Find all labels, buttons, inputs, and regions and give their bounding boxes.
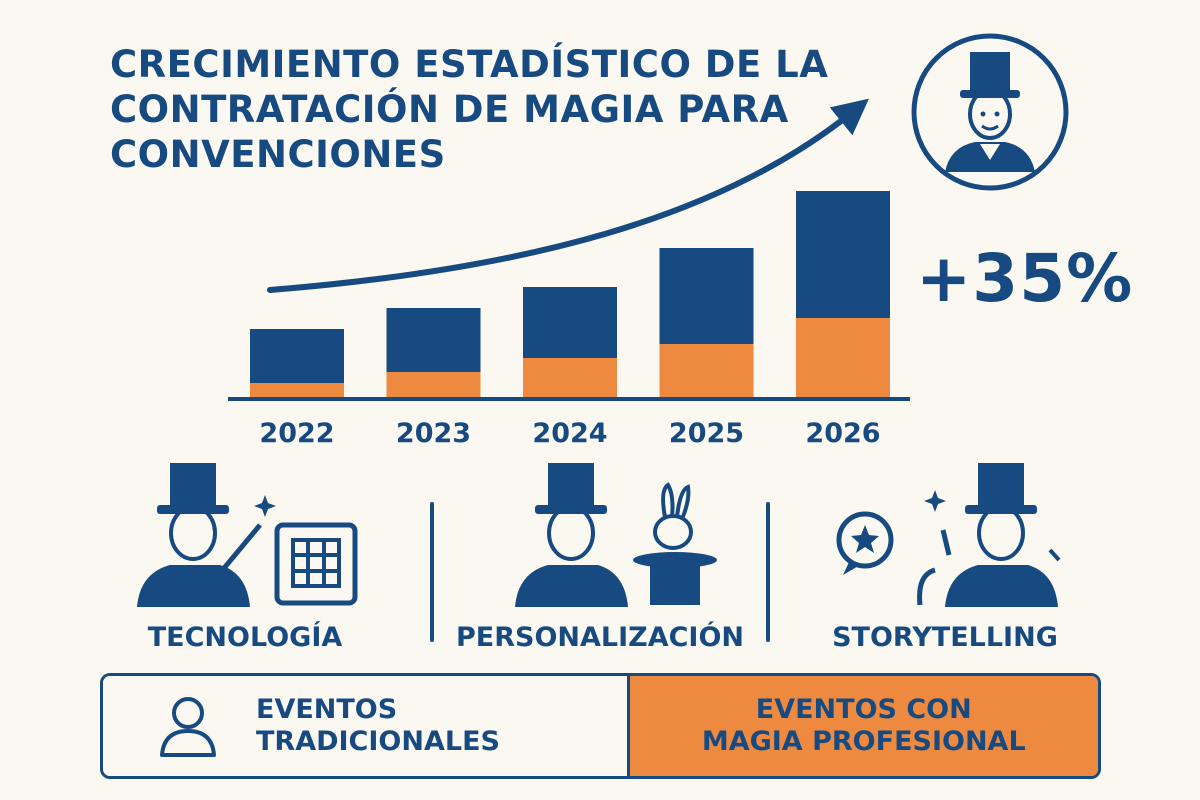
feature-storytelling: Storytelling	[820, 455, 1070, 653]
comparison-left-line-2: tradicionales	[256, 726, 500, 757]
x-tick-label: 2024	[532, 418, 607, 449]
bar-2025-segment-1	[659, 248, 754, 344]
trend-arrow	[267, 98, 869, 293]
x-tick-label: 2025	[669, 418, 744, 449]
bar-2024-segment-0	[523, 358, 617, 397]
magician-rabbit-hat-icon	[515, 463, 717, 607]
bar-2024-segment-1	[523, 287, 617, 358]
divider	[766, 502, 770, 642]
magician-wand-grid-icon	[137, 463, 358, 607]
feature-label: Personalización	[455, 622, 745, 653]
bar-2022-segment-1	[250, 329, 344, 383]
bar-2025-segment-0	[659, 344, 754, 397]
person-icon	[160, 697, 216, 757]
magician-speech-star-icon	[836, 463, 1061, 607]
page-title: Crecimiento estadístico de la contrataci…	[110, 42, 830, 177]
title-line-2: contratación de magia para	[110, 88, 789, 131]
bar-2023-segment-1	[386, 308, 481, 372]
bar-2026-segment-1	[796, 191, 890, 318]
feature-personalization: Personalización	[455, 455, 745, 653]
feature-label: Storytelling	[832, 622, 1058, 653]
x-tick-label: 2022	[259, 418, 334, 449]
bar-2022-segment-0	[250, 383, 344, 397]
bar-2026-segment-0	[796, 318, 890, 397]
comparison-panel: Eventos tradicionales Eventos con magia …	[100, 673, 1101, 779]
comparison-traditional: Eventos tradicionales	[103, 676, 627, 776]
feature-technology: Tecnología	[115, 455, 375, 653]
growth-percentage: +35%	[916, 240, 1134, 317]
bar-chart: 2022 2023 2024 2025 2026	[228, 98, 910, 449]
comparison-right-line-2: magia profesional	[701, 726, 1026, 757]
x-tick-label: 2026	[805, 418, 880, 449]
bar-2023-segment-0	[386, 372, 481, 397]
x-tick-label: 2023	[396, 418, 471, 449]
title-line-1: Crecimiento estadístico de la	[110, 43, 829, 86]
comparison-right-line-1: Eventos con	[755, 694, 972, 725]
feature-label: Tecnología	[147, 622, 343, 653]
comparison-left-line-1: Eventos	[256, 694, 398, 725]
title-line-3: convenciones	[110, 133, 446, 176]
magician-avatar-icon	[911, 33, 1069, 191]
comparison-magic: Eventos con magia profesional	[626, 676, 1098, 776]
divider	[430, 502, 434, 642]
